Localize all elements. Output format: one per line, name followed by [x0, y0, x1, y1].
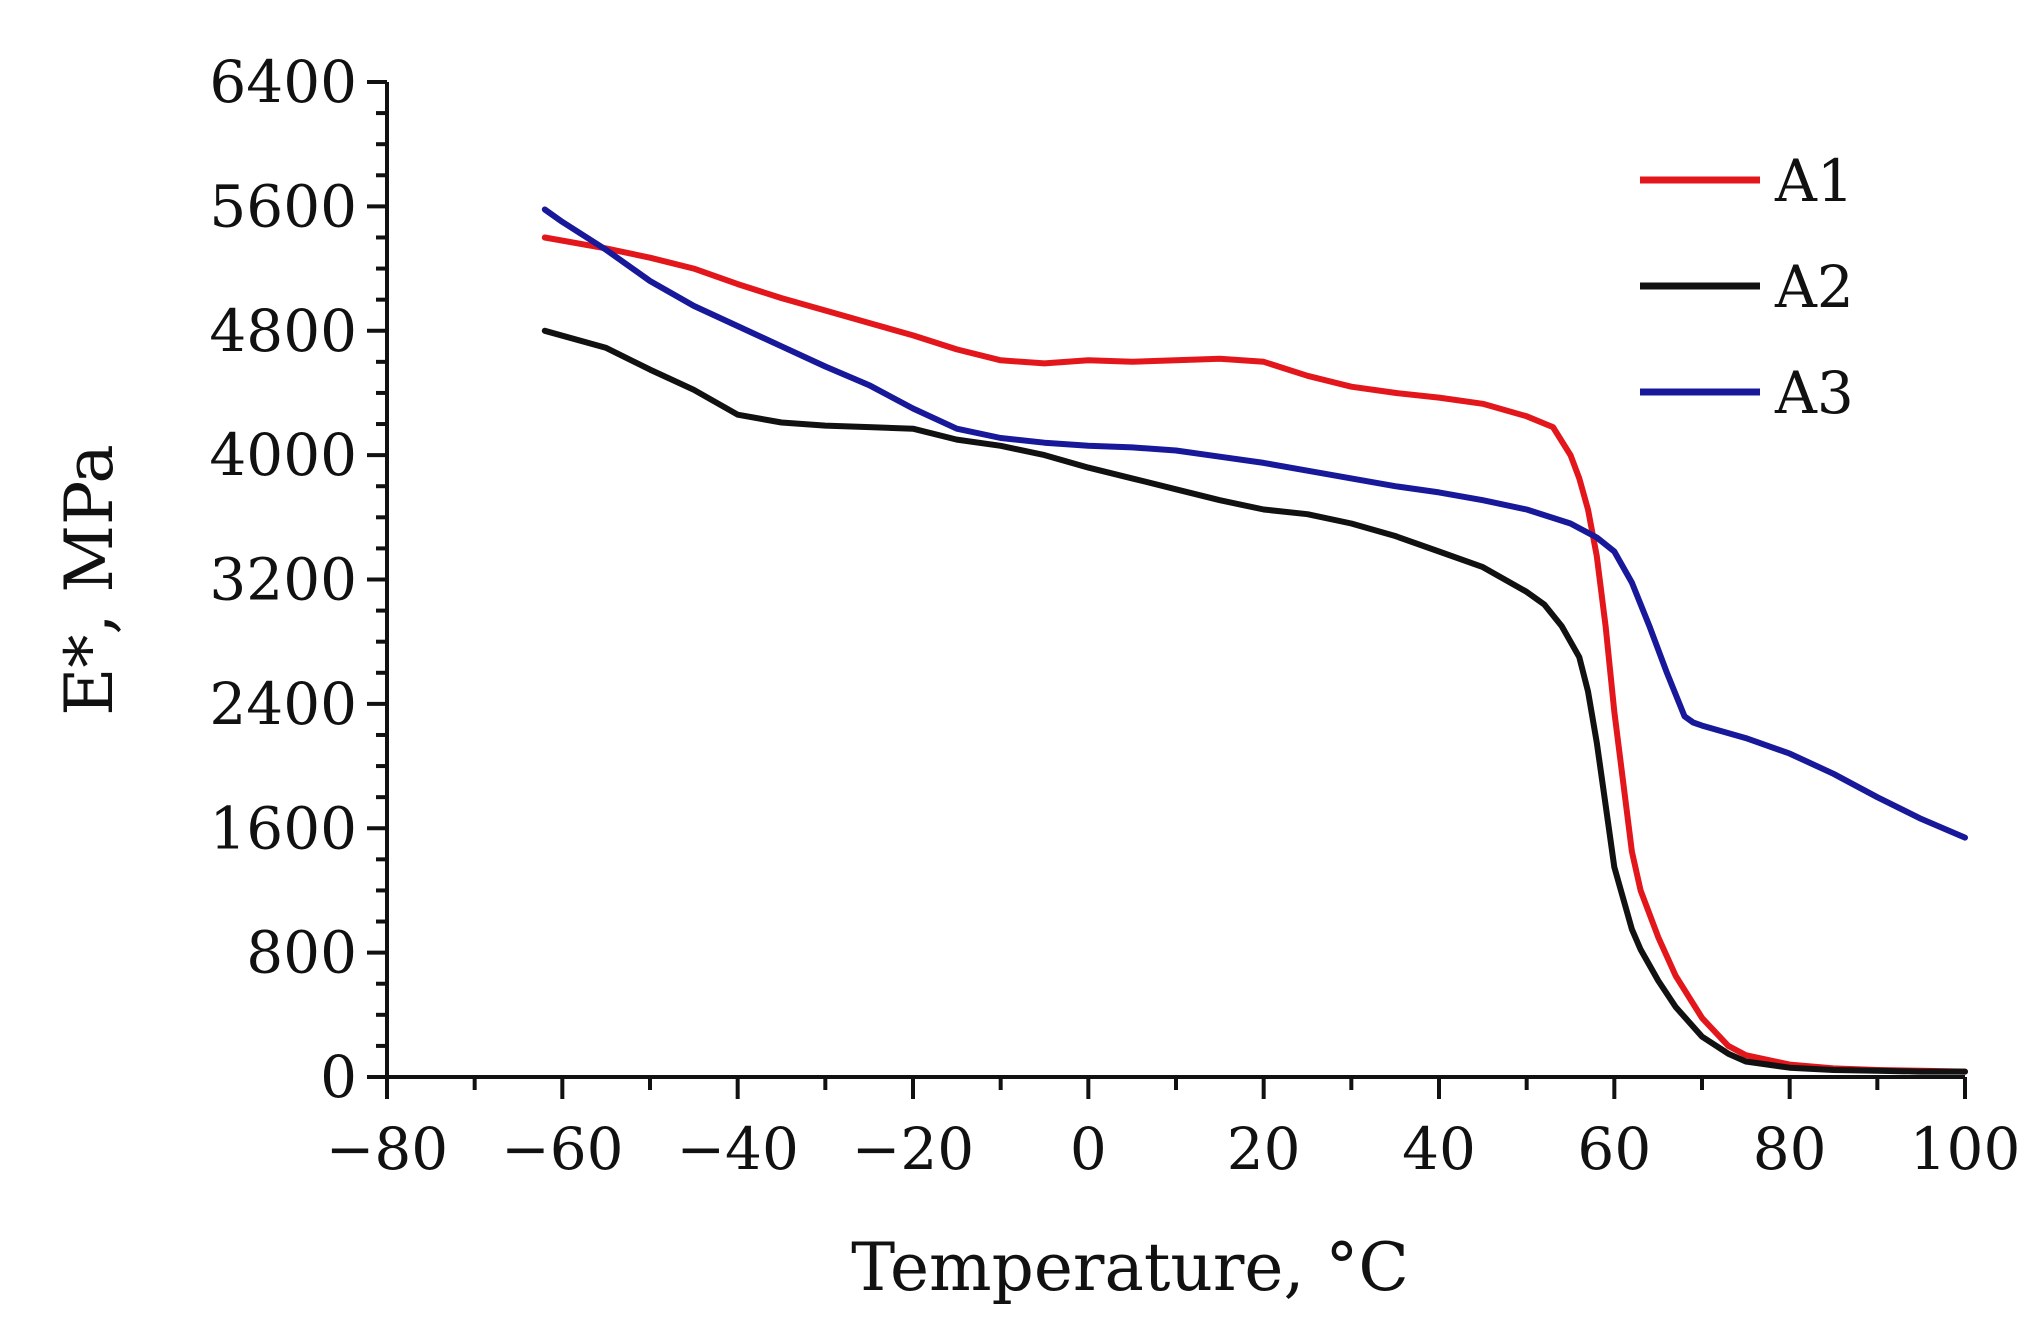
- y-tick-label: 6400: [209, 48, 357, 116]
- legend-label-a3: A3: [1774, 359, 1854, 427]
- x-tick-label: 60: [1577, 1115, 1651, 1183]
- x-tick-label: −60: [501, 1115, 623, 1183]
- x-tick-label: 100: [1910, 1115, 2021, 1183]
- y-tick-label: 0: [320, 1043, 357, 1111]
- y-tick-label: 5600: [209, 172, 357, 240]
- series-lines: [541, 206, 1968, 1075]
- y-axis-title: E*, MPa: [51, 444, 128, 716]
- legend: A1 A2 A3: [1640, 147, 1854, 427]
- axes: [385, 82, 1965, 1079]
- x-tick-label: 40: [1402, 1115, 1476, 1183]
- series-line-a3: [541, 206, 1968, 841]
- x-tick-label: −20: [852, 1115, 974, 1183]
- legend-label-a1: A1: [1774, 147, 1854, 215]
- x-tick-label: −80: [326, 1115, 448, 1183]
- x-tick-label: 80: [1753, 1115, 1827, 1183]
- y-tick-label: 1600: [209, 794, 357, 862]
- x-tick-label: −40: [676, 1115, 798, 1183]
- x-axis-title: Temperature, °C: [851, 1229, 1409, 1306]
- legend-label-a2: A2: [1774, 253, 1854, 321]
- y-tick-label: 2400: [209, 670, 357, 738]
- series-line-a2: [541, 327, 1968, 1075]
- y-tick-label: 4000: [209, 421, 357, 489]
- y-tick-label: 3200: [209, 546, 357, 614]
- x-tick-label: 20: [1227, 1115, 1301, 1183]
- y-tick-label: 4800: [209, 297, 357, 365]
- y-tick-label: 800: [246, 919, 357, 987]
- x-tick-label: 0: [1070, 1115, 1107, 1183]
- series-line-a1: [541, 234, 1968, 1075]
- ticks: −80 −60 −40 −20 0 20 40 60 80 100 0 800 1600 2400 3200…: [209, 48, 2020, 1183]
